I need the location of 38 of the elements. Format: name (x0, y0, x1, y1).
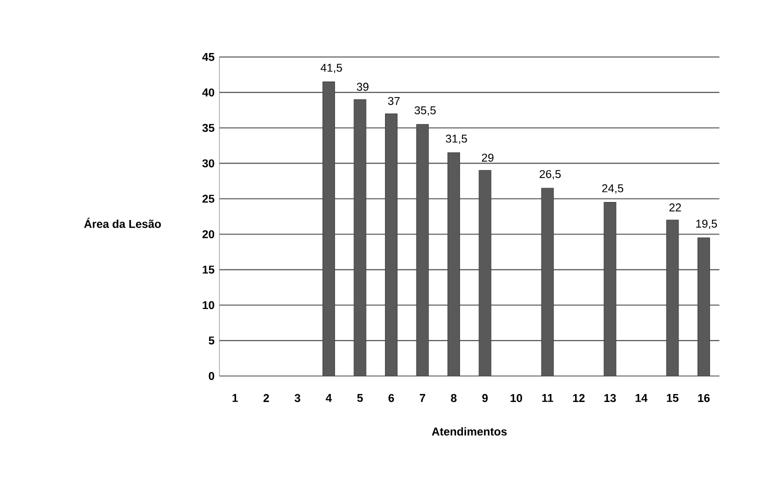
data-label: 22 (669, 203, 681, 212)
x-tick-label: 3 (294, 394, 300, 402)
data-label: 19,5 (696, 220, 717, 230)
data-label: 37 (388, 96, 400, 105)
y-tick-label: 40 (202, 88, 214, 96)
x-tick-label: 13 (604, 394, 616, 402)
y-tick-label: 15 (202, 266, 214, 274)
x-tick-label: 6 (388, 394, 394, 402)
x-tick-label: 7 (420, 394, 426, 402)
data-label: 35,5 (414, 106, 436, 116)
x-tick-label: 11 (542, 394, 554, 402)
data-label: 39 (356, 82, 368, 91)
y-tick-label: 45 (202, 53, 214, 61)
x-tick-label: 9 (482, 394, 488, 402)
data-label: 24,5 (602, 184, 624, 194)
x-tick-label: 8 (450, 394, 457, 402)
y-axis-title: Área da Lesão (84, 218, 161, 228)
data-label: 26,5 (540, 170, 561, 180)
x-tick-label: 1 (232, 394, 238, 402)
x-tick-label: 10 (510, 394, 522, 402)
x-tick-label: 12 (573, 394, 585, 402)
data-label: 29 (482, 154, 494, 162)
x-tick-label: 14 (636, 394, 648, 402)
y-tick-label: 5 (208, 336, 214, 345)
x-tick-label: 4 (326, 394, 332, 402)
y-tick-label: 30 (202, 159, 214, 168)
y-tick-label: 0 (208, 372, 214, 380)
y-tick-label: 25 (202, 194, 214, 203)
x-axis-title: Atendimentos (432, 427, 507, 436)
x-tick-label: 2 (264, 394, 269, 402)
y-tick-label: 20 (202, 230, 214, 238)
data-label: 31,5 (446, 134, 467, 144)
y-tick-label: 35 (202, 124, 214, 132)
y-tick-label: 10 (202, 301, 214, 310)
data-label: 41,5 (320, 64, 342, 74)
x-tick-label: 15 (666, 394, 678, 402)
x-tick-label: 16 (698, 394, 710, 402)
x-tick-label: 5 (357, 394, 363, 402)
